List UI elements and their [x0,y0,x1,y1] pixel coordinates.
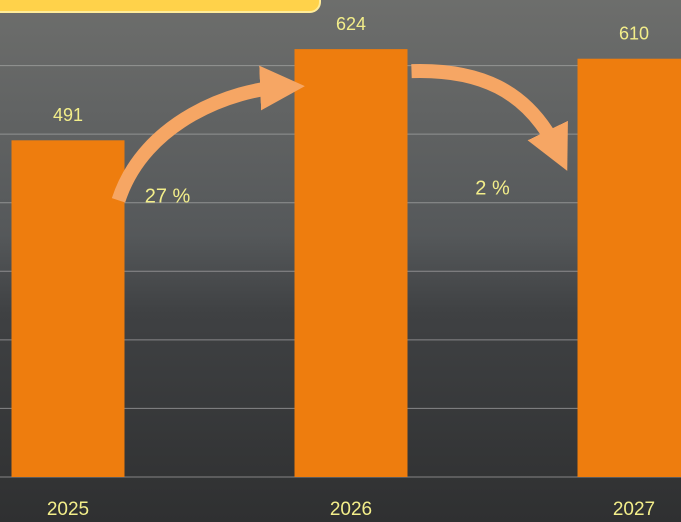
value-label: 624 [336,14,366,34]
x-tick-label: 2026 [330,499,372,520]
x-tick-label: 2027 [613,499,655,520]
bar [12,140,125,477]
page: 49120256242026610202727 %2 % (() => { co… [0,0,681,522]
x-tick-label: 2025 [47,499,89,520]
title-box [0,0,320,12]
bar [295,49,408,477]
chart: 491 2025 624 2026 610 2027 27 % 2 % [0,0,681,522]
annotation: 2 % [475,177,510,199]
bar [578,59,681,477]
value-label: 491 [53,105,83,125]
annotation: 27 % [145,185,191,207]
value-label: 610 [619,23,649,43]
